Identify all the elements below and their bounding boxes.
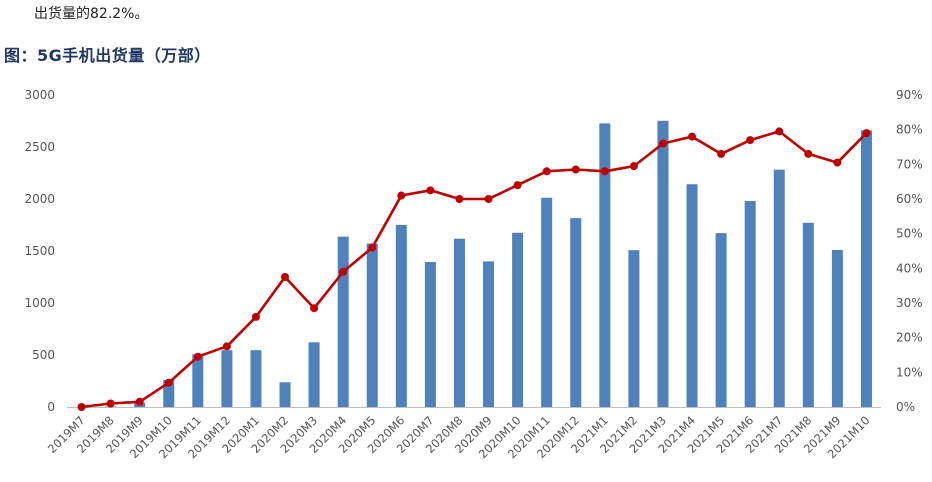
- share-point-2021M3: [658, 139, 667, 148]
- share-point-2019M8: [106, 399, 115, 408]
- y-right-tick-label: 40%: [896, 261, 923, 275]
- share-point-2021M10: [862, 129, 871, 138]
- y-right-tick-label: 60%: [896, 192, 923, 206]
- y-left-tick-label: 500: [32, 348, 55, 362]
- share-point-2021M4: [688, 132, 697, 141]
- bar-2021M10: [860, 130, 872, 408]
- y-right-tick-label: 50%: [896, 227, 923, 241]
- bar-2020M12: [570, 218, 582, 407]
- share-point-2020M10: [513, 181, 522, 190]
- share-point-2021M9: [833, 158, 842, 167]
- share-point-2020M4: [339, 267, 348, 276]
- bar-2021M1: [599, 123, 611, 407]
- y-right-tick-label: 0%: [896, 400, 915, 414]
- share-point-2020M6: [397, 191, 406, 200]
- bar-2020M7: [424, 262, 436, 407]
- bar-2020M9: [483, 261, 495, 407]
- bar-2021M6: [744, 201, 756, 407]
- share-point-2021M6: [746, 136, 755, 145]
- share-point-2021M7: [775, 127, 784, 136]
- share-point-2021M1: [600, 167, 609, 176]
- y-right-tick-label: 30%: [896, 296, 923, 310]
- share-point-2019M12: [222, 342, 231, 351]
- y-left-tick-label: 1500: [24, 244, 55, 258]
- bar-2020M4: [337, 236, 349, 407]
- share-point-2019M7: [77, 403, 86, 411]
- y-right-tick-label: 20%: [896, 331, 923, 345]
- bar-2021M8: [802, 222, 814, 407]
- share-point-2019M9: [135, 397, 144, 406]
- share-point-2021M8: [804, 149, 813, 158]
- bar-2021M3: [657, 120, 669, 408]
- y-right-tick-label: 10%: [896, 365, 923, 379]
- bar-2019M12: [221, 350, 233, 407]
- y-left-tick-label: 1000: [24, 296, 55, 310]
- bar-2021M4: [686, 184, 698, 407]
- y-left-tick-label: 2500: [24, 140, 55, 154]
- intro-text: 出货量的82.2%。: [34, 6, 149, 22]
- share-line: [81, 130, 868, 409]
- figure-title: 图：5G手机出货量（万部）: [4, 46, 211, 65]
- y-right-tick-label: 90%: [896, 88, 923, 102]
- bar-2020M2: [279, 382, 291, 407]
- bar-2020M10: [512, 232, 524, 407]
- bar-2021M2: [628, 250, 640, 407]
- bar-2020M8: [453, 238, 465, 407]
- share-point-2020M12: [571, 165, 580, 174]
- bar-2020M3: [308, 342, 320, 407]
- y-right-tick-label: 70%: [896, 157, 923, 171]
- share-point-2020M3: [310, 304, 319, 313]
- bar-2019M10: [163, 379, 175, 407]
- share-point-2021M2: [629, 162, 638, 171]
- bar-2021M5: [715, 233, 727, 407]
- bar-2020M1: [250, 350, 262, 407]
- share-point-2020M11: [542, 167, 551, 176]
- bar-2020M6: [395, 224, 407, 407]
- bar-2019M11: [192, 354, 204, 407]
- y-left-tick-label: 0: [47, 400, 55, 414]
- share-point-2019M10: [164, 378, 173, 387]
- share-point-2021M5: [717, 149, 726, 158]
- share-point-2020M2: [281, 273, 290, 281]
- share-point-2020M9: [484, 195, 493, 203]
- share-point-2019M11: [193, 352, 202, 361]
- bar-2020M11: [541, 197, 553, 407]
- share-point-2020M1: [251, 312, 260, 321]
- y-left-tick-label: 2000: [24, 192, 55, 206]
- bar-2021M7: [773, 169, 785, 407]
- bar-2020M5: [366, 243, 378, 407]
- share-point-2020M5: [368, 243, 377, 252]
- bar-2021M9: [831, 249, 843, 407]
- y-right-tick-label: 80%: [896, 123, 923, 137]
- share-point-2020M7: [426, 186, 435, 195]
- y-left-tick-label: 3000: [24, 88, 55, 102]
- share-point-2020M8: [455, 195, 464, 203]
